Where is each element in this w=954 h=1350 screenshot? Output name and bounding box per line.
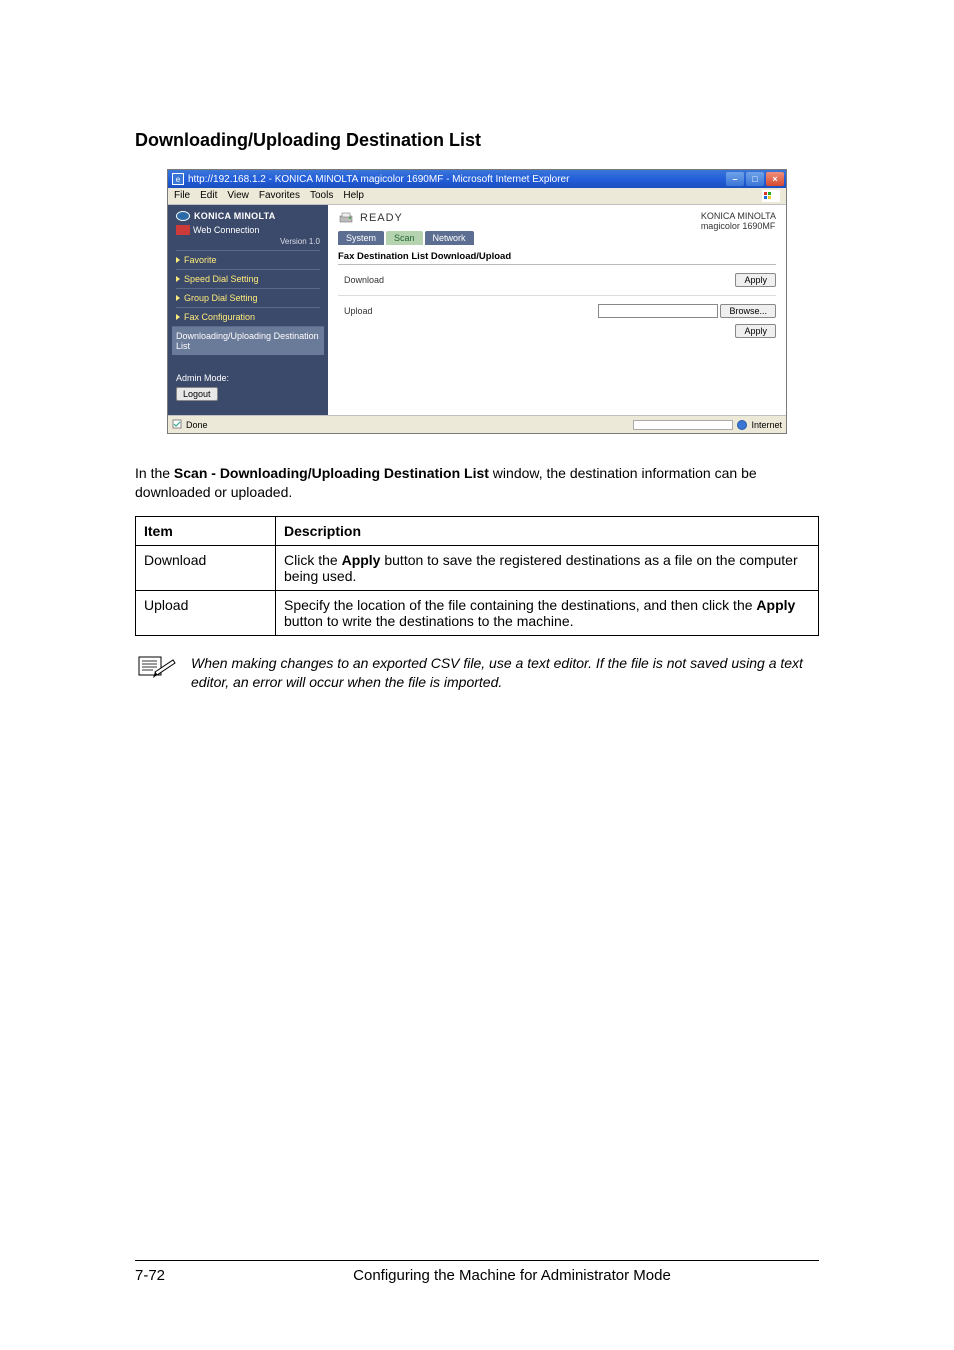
upload-path-input[interactable] — [598, 304, 718, 318]
window-title: http://192.168.1.2 - KONICA MINOLTA magi… — [188, 174, 726, 185]
brand-name: KONICA MINOLTA — [194, 211, 276, 221]
konica-minolta-logo-icon — [176, 211, 190, 221]
upload-apply-button[interactable]: Apply — [735, 324, 776, 338]
browser-statusbar: Done Internet — [168, 415, 786, 433]
sidebar: KONICA MINOLTA Web Connection Version 1.… — [168, 205, 328, 415]
window-minimize-button[interactable]: – — [726, 172, 744, 186]
table-cell-description: Click the Apply button to save the regis… — [276, 545, 819, 590]
tab-network[interactable]: Network — [425, 231, 474, 245]
download-apply-button[interactable]: Apply — [735, 273, 776, 287]
upload-row: Upload Browse... — [338, 304, 776, 318]
menu-help[interactable]: Help — [343, 190, 364, 202]
tabbar: System Scan Network — [338, 231, 776, 245]
note-text: When making changes to an exported CSV f… — [191, 654, 819, 692]
download-label: Download — [338, 275, 488, 285]
status-ready: READY — [360, 212, 403, 224]
table-header-item: Item — [136, 516, 276, 545]
tab-scan[interactable]: Scan — [386, 231, 423, 245]
upload-label: Upload — [338, 306, 488, 316]
pagescope-label: Web Connection — [193, 225, 259, 235]
chevron-right-icon — [176, 257, 180, 263]
admin-mode-label: Admin Mode: — [176, 373, 320, 383]
status-done-icon — [172, 419, 182, 431]
status-text: Done — [186, 420, 208, 430]
browse-button[interactable]: Browse... — [720, 304, 776, 318]
sidebar-item-fax-config[interactable]: Fax Configuration — [176, 307, 320, 326]
panel-title: Fax Destination List Download/Upload — [338, 251, 776, 265]
device-brand-block: KONICA MINOLTA magicolor 1690MF — [701, 211, 776, 231]
browser-menubar: File Edit View Favorites Tools Help — [168, 188, 786, 205]
chevron-right-icon — [176, 295, 180, 301]
ie-throbber-icon — [762, 190, 780, 202]
internet-zone-icon — [737, 420, 747, 430]
menu-file[interactable]: File — [174, 190, 190, 202]
status-progress — [633, 420, 733, 430]
note-icon — [135, 654, 177, 687]
sidebar-item-label: Group Dial Setting — [184, 293, 258, 303]
ie-app-icon: e — [172, 173, 184, 185]
sidebar-item-label: Speed Dial Setting — [184, 274, 259, 284]
table-cell-description: Specify the location of the file contain… — [276, 590, 819, 635]
status-zone: Internet — [751, 420, 782, 430]
table-cell-item: Download — [136, 545, 276, 590]
section-title: Downloading/Uploading Destination List — [135, 130, 819, 151]
table-header-description: Description — [276, 516, 819, 545]
menu-view[interactable]: View — [227, 190, 249, 202]
window-titlebar: e http://192.168.1.2 - KONICA MINOLTA ma… — [168, 170, 786, 188]
sidebar-item-label: Favorite — [184, 255, 217, 265]
pagescope-icon — [176, 225, 190, 235]
chevron-right-icon — [176, 314, 180, 320]
logout-button[interactable]: Logout — [176, 387, 218, 401]
sidebar-item-download-upload[interactable]: Downloading/Uploading Destination List — [172, 326, 324, 355]
version-label: Version 1.0 — [176, 237, 320, 246]
browser-window: e http://192.168.1.2 - KONICA MINOLTA ma… — [167, 169, 787, 434]
sidebar-item-group-dial[interactable]: Group Dial Setting — [176, 288, 320, 307]
device-brand: KONICA MINOLTA — [701, 211, 776, 221]
footer-title: Configuring the Machine for Administrato… — [205, 1267, 819, 1284]
description-table: Item Description Download Click the Appl… — [135, 516, 819, 636]
table-row: Download Click the Apply button to save … — [136, 545, 819, 590]
window-maximize-button[interactable]: □ — [746, 172, 764, 186]
menu-tools[interactable]: Tools — [310, 190, 333, 202]
page-number: 7-72 — [135, 1267, 205, 1284]
printer-status-icon — [338, 211, 354, 225]
table-cell-item: Upload — [136, 590, 276, 635]
note-block: When making changes to an exported CSV f… — [135, 654, 819, 692]
main-panel: KONICA MINOLTA magicolor 1690MF READY Sy… — [328, 205, 786, 415]
menu-edit[interactable]: Edit — [200, 190, 217, 202]
device-model: magicolor 1690MF — [701, 221, 776, 231]
sidebar-item-speed-dial[interactable]: Speed Dial Setting — [176, 269, 320, 288]
download-row: Download Apply — [338, 273, 776, 287]
page-footer: 7-72 Configuring the Machine for Adminis… — [135, 1260, 819, 1284]
sidebar-item-label: Downloading/Uploading Destination List — [176, 331, 320, 351]
menu-favorites[interactable]: Favorites — [259, 190, 300, 202]
intro-paragraph: In the Scan - Downloading/Uploading Dest… — [135, 464, 819, 502]
tab-system[interactable]: System — [338, 231, 384, 245]
chevron-right-icon — [176, 276, 180, 282]
table-row: Upload Specify the location of the file … — [136, 590, 819, 635]
sidebar-item-favorite[interactable]: Favorite — [176, 250, 320, 269]
window-close-button[interactable]: × — [766, 172, 784, 186]
sidebar-item-label: Fax Configuration — [184, 312, 255, 322]
